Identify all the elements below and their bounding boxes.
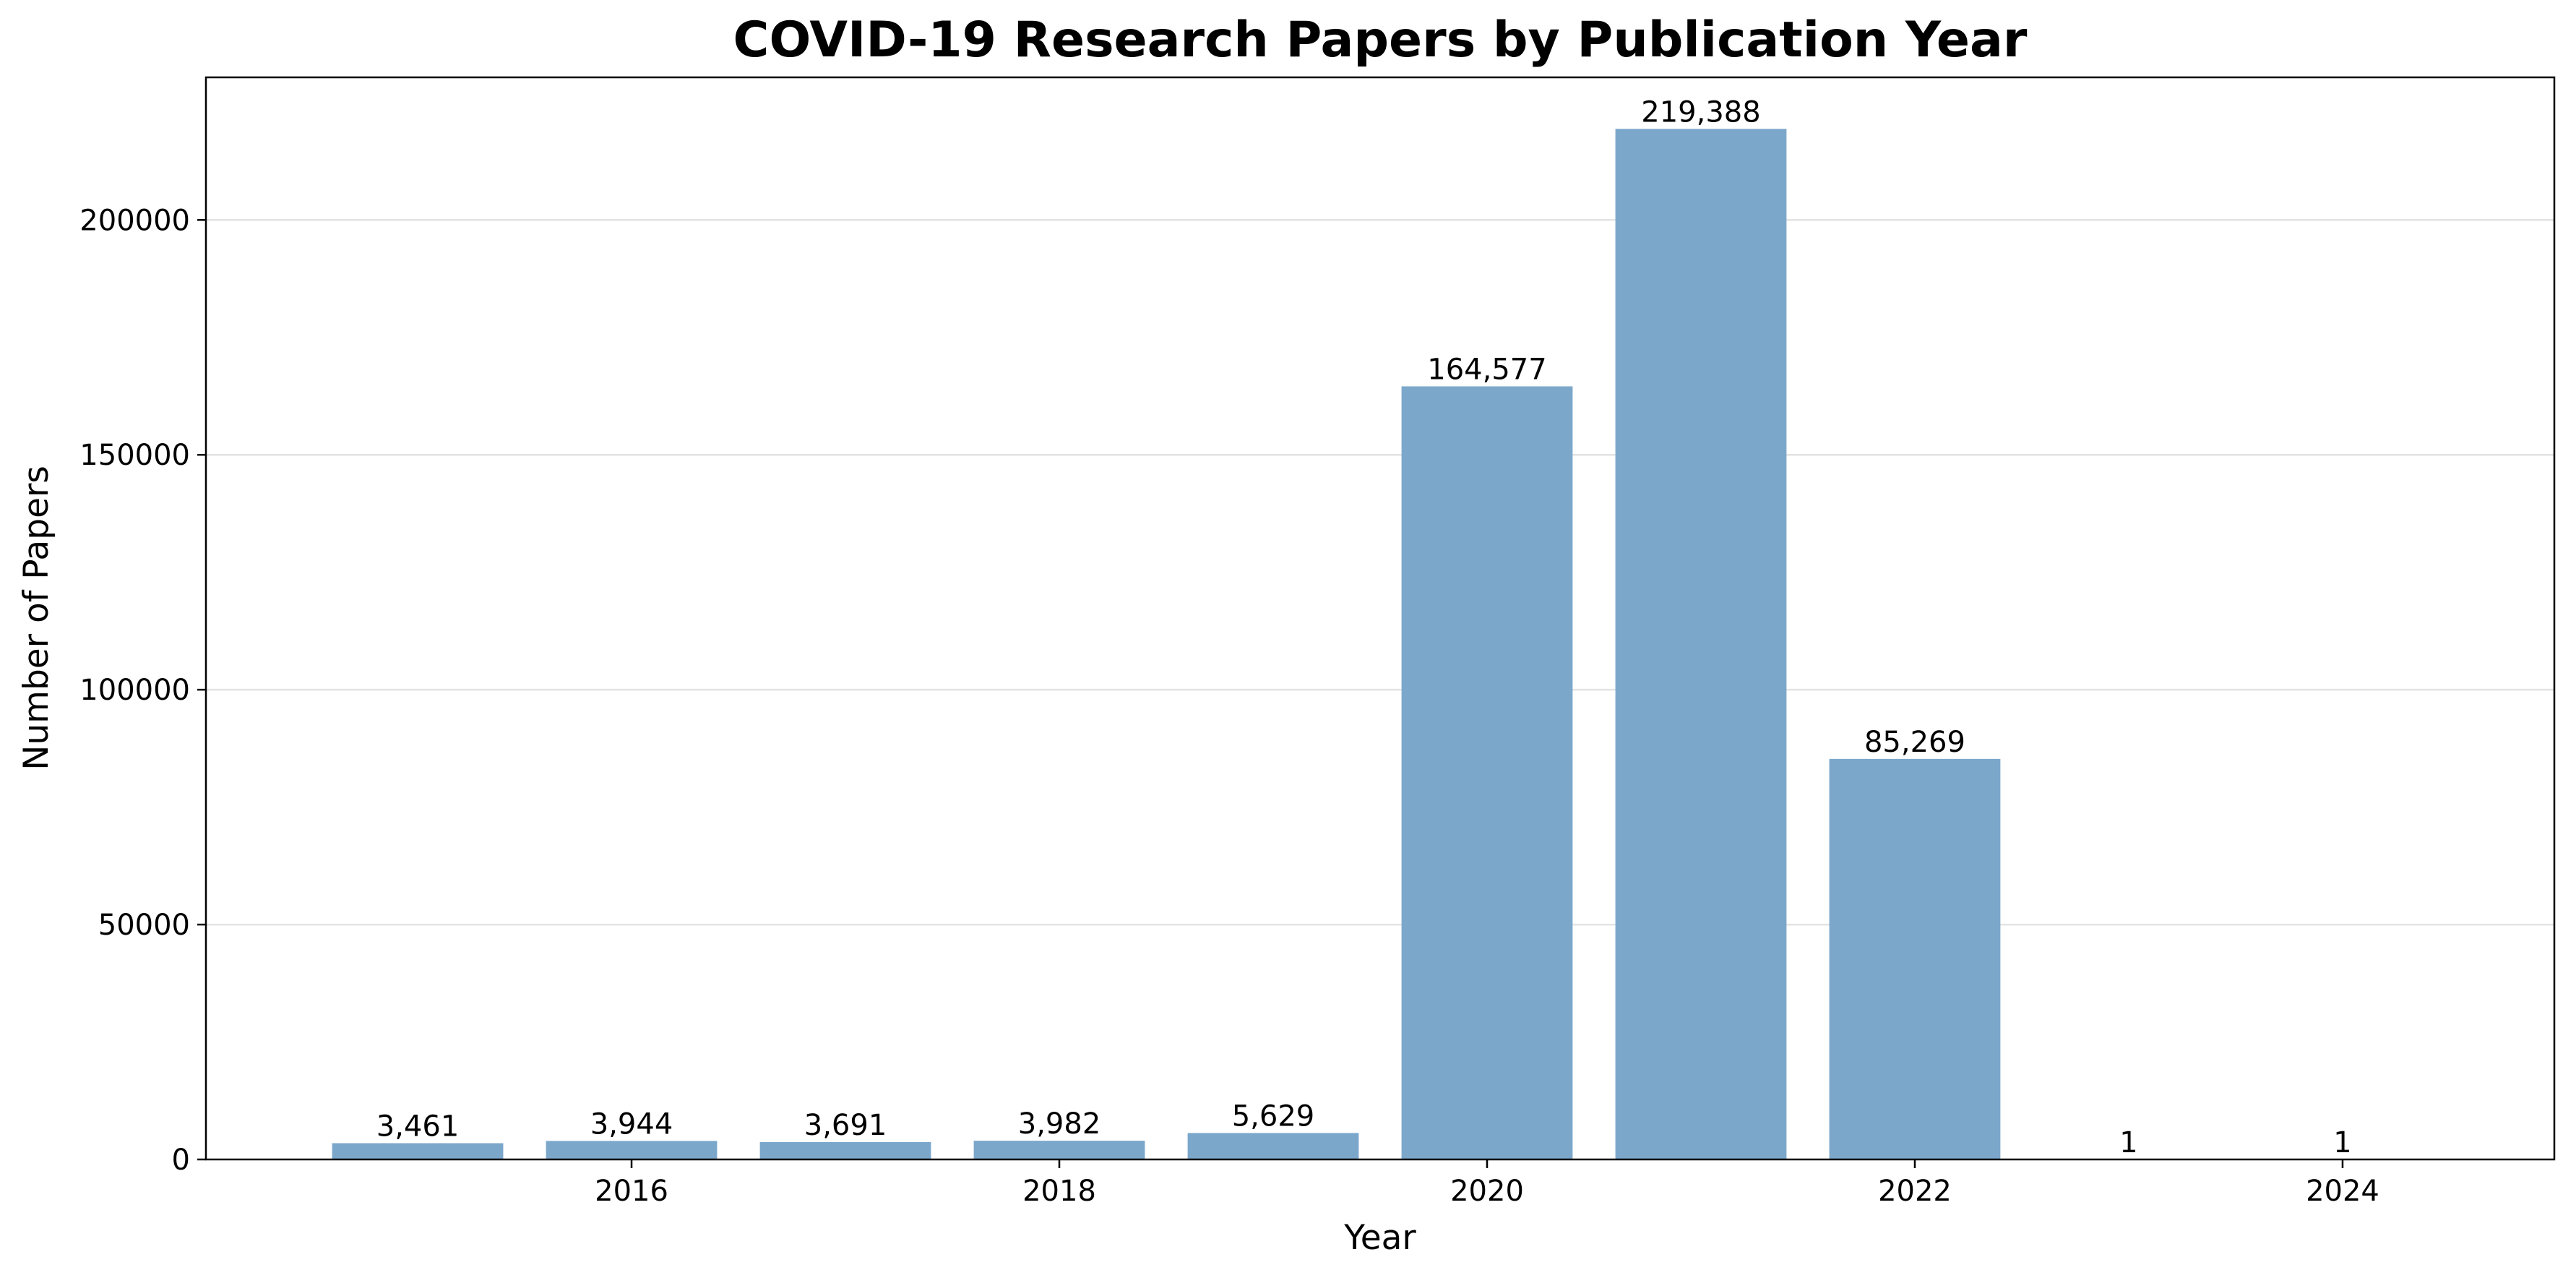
y-axis-title: Number of Papers xyxy=(17,466,56,771)
bar-2019 xyxy=(1187,1133,1359,1159)
bar-value-label-2018: 3,982 xyxy=(1018,1107,1101,1141)
bar-2021 xyxy=(1615,129,1787,1159)
bar-value-label-2020: 164,577 xyxy=(1427,353,1546,386)
x-tick-label: 2022 xyxy=(1878,1175,1952,1208)
y-tick-label: 150000 xyxy=(79,439,190,472)
x-tick-label: 2018 xyxy=(1022,1175,1096,1208)
plot-frame xyxy=(204,76,2556,1161)
y-tick-label: 100000 xyxy=(79,674,190,707)
bar-value-label-2022: 85,269 xyxy=(1864,726,1965,759)
y-axis-ticks: 0 50000 100000 150000 200000 xyxy=(79,204,206,1177)
x-tick-label: 2024 xyxy=(2306,1175,2379,1208)
y-tick-label: 0 xyxy=(172,1144,190,1177)
chart-title: COVID-19 Research Papers by Publication … xyxy=(733,12,2028,69)
bar-2016 xyxy=(546,1141,718,1159)
x-tick-label: 2020 xyxy=(1450,1175,1524,1208)
gridlines xyxy=(206,219,2554,926)
y-tick-label: 200000 xyxy=(79,204,190,237)
bars xyxy=(332,129,2429,1159)
y-tick-label: 50000 xyxy=(98,909,190,942)
x-axis-ticks: 2016 2018 2020 2022 2024 xyxy=(595,1159,2379,1208)
x-axis-title: Year xyxy=(1343,1218,1416,1258)
bar-value-labels: 3,461 3,944 3,691 3,982 5,629 164,577 219,388 8… xyxy=(376,95,2352,1159)
bar-value-label-2015: 3,461 xyxy=(376,1110,460,1144)
bar-value-label-2021: 219,388 xyxy=(1641,95,1760,129)
x-tick-label: 2016 xyxy=(595,1175,668,1208)
bar-value-label-2017: 3,691 xyxy=(804,1109,887,1142)
bar-value-label-2019: 5,629 xyxy=(1232,1099,1315,1133)
bar-2018 xyxy=(973,1141,1145,1159)
bar-value-label-2016: 3,944 xyxy=(590,1107,673,1141)
bar-2015 xyxy=(332,1143,504,1159)
bar-2020 xyxy=(1401,386,1573,1159)
bar-value-label-2024: 1 xyxy=(2333,1126,2351,1159)
bar-2022 xyxy=(1829,758,2001,1159)
bar-value-label-2023: 1 xyxy=(2119,1126,2137,1159)
bar-2017 xyxy=(759,1142,931,1159)
